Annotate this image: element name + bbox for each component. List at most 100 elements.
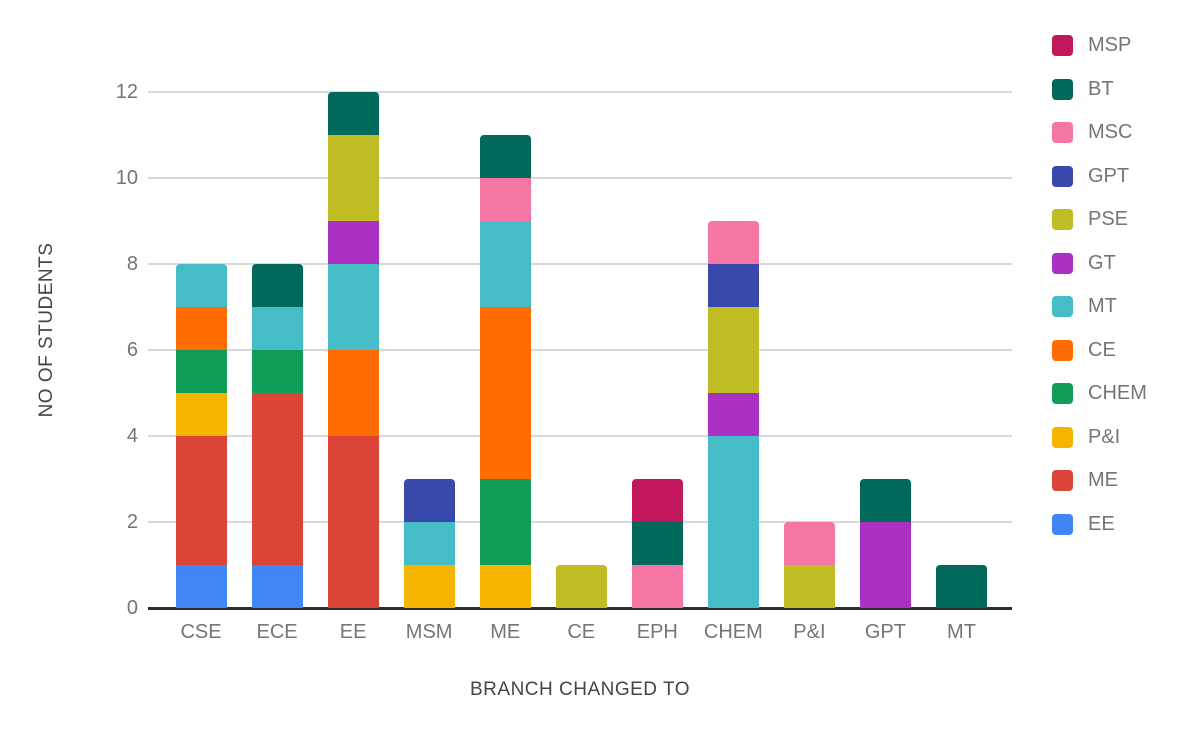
bar-segment-me-chem: [479, 479, 531, 565]
legend-item-pse: PSE: [1052, 208, 1147, 230]
legend-label: MT: [1088, 295, 1117, 317]
x-tick-label-gpt: GPT: [864, 621, 906, 643]
bar-segment-ece-chem: [251, 350, 303, 393]
bar-segment-pi-msc: [783, 522, 835, 565]
y-tick-label: 2: [126, 511, 138, 533]
y-tick-label: 6: [126, 339, 138, 361]
legend-item-msp: MSP: [1052, 34, 1147, 56]
legend-item-pi: P&I: [1052, 425, 1147, 448]
bar-segment-gpt-bt: [859, 479, 911, 522]
x-tick-label-ee: EE: [339, 621, 367, 643]
legend-item-me: ME: [1052, 469, 1147, 491]
legend-item-chem: CHEM: [1052, 382, 1147, 404]
gridline: [148, 349, 1012, 351]
bar-segment-pi-pse: [783, 565, 835, 608]
legend-swatch-icon: [1052, 339, 1073, 361]
legend-item-gt: GT: [1052, 251, 1147, 274]
bar-segment-me-mt: [479, 221, 531, 307]
bar-segment-cse-mt: [175, 264, 227, 307]
legend: MSP BT MSC GPT PSE GT MT CE CHEM P&I ME EE: [1052, 34, 1147, 557]
bar-segment-chem-pse: [707, 307, 759, 393]
legend-swatch-icon: [1052, 122, 1073, 143]
x-tick-label-ece: ECE: [256, 621, 298, 643]
legend-swatch-icon: [1052, 35, 1073, 56]
legend-item-bt: BT: [1052, 77, 1147, 100]
bar-segment-ece-bt: [251, 264, 303, 307]
bar-segment-cse-chem: [175, 350, 227, 393]
legend-label: CE: [1088, 338, 1116, 361]
bar-segment-chem-gt: [707, 393, 759, 436]
legend-label: PSE: [1088, 208, 1129, 230]
bar-segment-ece-me: [251, 393, 303, 565]
gridline: [148, 521, 1012, 523]
legend-label: CHEM: [1088, 382, 1147, 404]
legend-item-ee: EE: [1052, 512, 1147, 535]
bar-segment-me-ce: [479, 307, 531, 479]
bar-segment-eph-msc: [631, 565, 683, 608]
x-axis-title: BRANCH CHANGED TO: [470, 679, 690, 700]
bar-segment-ce-pse: [555, 565, 607, 608]
bar-segment-me-pi: [479, 565, 531, 608]
bar-segment-me-msc: [479, 178, 531, 221]
x-tick-label-ce: CE: [567, 621, 596, 643]
legend-label: P&I: [1088, 425, 1121, 448]
legend-label: GPT: [1088, 164, 1130, 187]
y-axis-title: NO OF STUDENTS: [36, 242, 57, 418]
bar-segment-ee-bt: [327, 92, 379, 135]
gridline: [148, 435, 1012, 437]
bar-segment-cse-pi: [175, 393, 227, 436]
legend-swatch-icon: [1052, 383, 1073, 404]
legend-swatch-icon: [1052, 209, 1073, 230]
bar-segment-ece-ee: [251, 565, 303, 608]
gridline: [148, 91, 1012, 93]
legend-item-ce: CE: [1052, 338, 1147, 361]
bar-segment-chem-msc: [707, 221, 759, 264]
gridline: [148, 177, 1012, 179]
legend-item-msc: MSC: [1052, 121, 1147, 143]
bar-segment-me-bt: [479, 135, 531, 178]
x-axis-baseline: [148, 607, 1012, 610]
bar-segment-ee-ce: [327, 350, 379, 436]
x-tick-label-pi: P&I: [793, 621, 826, 643]
y-tick-label: 8: [126, 253, 138, 275]
y-tick-label: 0: [126, 597, 138, 619]
bar-segment-cse-me: [175, 436, 227, 565]
bar-segment-mt-bt: [936, 565, 987, 608]
x-tick-label-eph: EPH: [636, 621, 678, 643]
bar-segment-eph-msp: [631, 479, 683, 522]
bar-segment-gpt-gt: [859, 522, 911, 608]
y-tick-label: 4: [126, 425, 138, 447]
bar-segment-ee-mt: [327, 264, 379, 350]
legend-swatch-icon: [1052, 513, 1073, 535]
bar-segment-ee-pse: [327, 135, 379, 221]
legend-label: MSC: [1088, 121, 1133, 143]
legend-swatch-icon: [1052, 426, 1073, 448]
legend-label: BT: [1088, 77, 1114, 100]
legend-swatch-icon: [1052, 78, 1073, 100]
bar-segment-msm-pi: [403, 565, 455, 608]
bar-segment-cse-ce: [175, 307, 227, 350]
x-tick-label-mt: MT: [947, 621, 976, 643]
x-tick-label-chem: CHEM: [703, 621, 763, 643]
x-tick-label-me: ME: [490, 621, 521, 643]
bar-segment-chem-gpt: [707, 264, 759, 307]
legend-label: MSP: [1088, 34, 1132, 56]
legend-item-mt: MT: [1052, 295, 1147, 317]
legend-swatch-icon: [1052, 165, 1073, 187]
legend-item-gpt: GPT: [1052, 164, 1147, 187]
bar-segment-ee-me: [327, 436, 379, 608]
bar-segment-ece-mt: [251, 307, 303, 350]
legend-swatch-icon: [1052, 296, 1073, 317]
y-tick-label: 12: [115, 81, 138, 103]
y-tick-label: 10: [115, 167, 138, 189]
gridline: [148, 263, 1012, 265]
bar-segment-chem-mt: [707, 436, 759, 608]
x-tick-label-msm: MSM: [405, 621, 453, 643]
legend-swatch-icon: [1052, 252, 1073, 274]
x-tick-label-cse: CSE: [180, 621, 222, 643]
legend-label: EE: [1088, 512, 1115, 535]
bar-segment-ee-gt: [327, 221, 379, 264]
bar-segment-cse-ee: [175, 565, 227, 608]
legend-label: GT: [1088, 251, 1116, 274]
